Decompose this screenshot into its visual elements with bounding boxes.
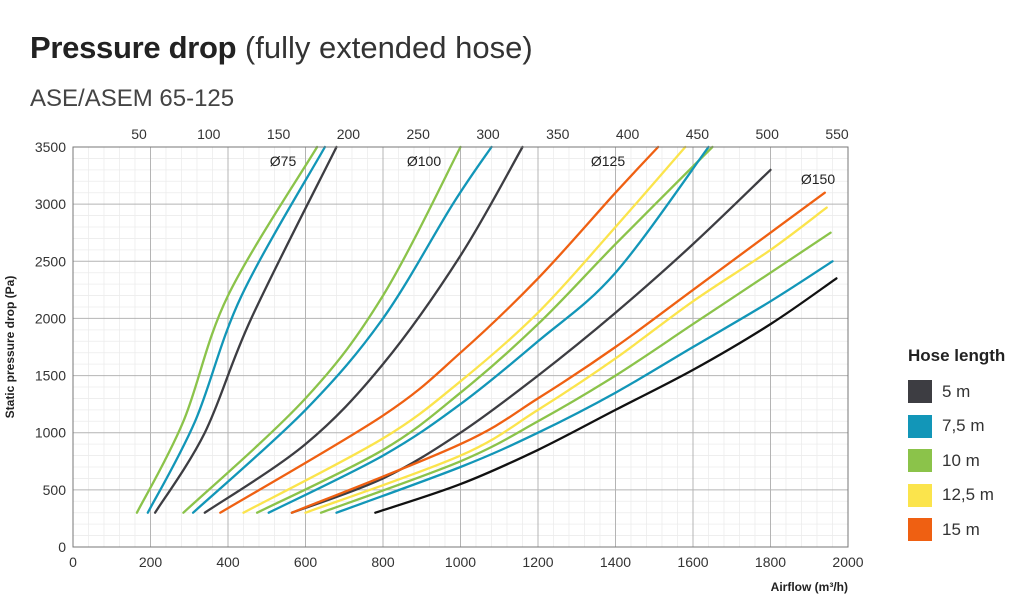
x-tick-label: 1000 [445,554,476,570]
series-line-150-10m [319,231,832,514]
series-line-150-15m [290,191,826,514]
series-line-100-10m [182,145,462,514]
x-tick-label: 400 [216,554,240,570]
legend-swatch [908,518,932,541]
series-line-125-125m [242,145,687,514]
secondary-x-tick-label: 550 [825,126,849,142]
x-tick-label: 1200 [522,554,553,570]
legend-item: 5 m [908,380,1005,403]
secondary-x-tick-label: 350 [546,126,570,142]
legend-label: 5 m [942,381,971,401]
legend-label: 15 m [942,519,980,539]
series-line-125-15m [219,145,660,514]
secondary-x-tick-label: 200 [337,126,361,142]
series-line-100-5m [203,145,524,514]
series-line-150-5m [374,277,838,514]
chart-subtitle: ASE/ASEM 65-125 [30,85,235,112]
x-tick-label: 1400 [600,554,631,570]
series-line-150-125m [304,206,828,514]
diameter-group-label: Ø75 [270,153,297,169]
x-tick-label: 2000 [832,554,863,570]
legend-label: 7,5 m [942,416,985,435]
legend-item: 12,5 m [908,483,1005,507]
y-tick-label: 3000 [35,196,66,212]
x-axis-ticks: 0 200 400 600 800 1000 1200 1400 1600 1800 2000 [69,554,864,570]
legend-label: 10 m [942,450,980,470]
series-line-150-75m [335,260,834,514]
legend-swatch [908,449,932,472]
y-tick-label: 0 [58,539,66,555]
x-tick-label: 1600 [677,554,708,570]
diameter-group-label: Ø125 [591,153,625,169]
diameter-group-label: Ø100 [407,153,441,169]
secondary-x-tick-label: 250 [407,126,431,142]
x-tick-label: 800 [371,554,395,570]
secondary-x-tick-label: 50 [131,126,147,142]
legend-swatch [908,483,932,507]
y-tick-label: 2000 [35,310,66,326]
x-axis-label: Airflow (m³/h) [771,580,848,594]
series-line-125-10m [255,145,714,514]
plot-frame [72,146,849,548]
y-tick-label: 1500 [35,368,66,384]
secondary-x-tick-label: 300 [476,126,500,142]
chart-title: Pressure drop (fully extended hose) [30,30,533,66]
y-tick-label: 2500 [35,253,66,269]
legend-item: 15 m [908,518,1005,541]
series-line-100-75m [191,145,493,514]
series-line-125-5m [290,168,772,514]
secondary-x-tick-label: 450 [686,126,710,142]
x-tick-label: 0 [69,554,77,570]
secondary-x-tick-label: 100 [197,126,221,142]
secondary-x-tick-label: 400 [616,126,640,142]
chart-title-bold: Pressure drop [30,30,237,65]
legend-item: 10 m [908,449,1005,472]
legend-label: 12,5 m [942,485,994,504]
series-layer [135,145,838,514]
diameter-group-label: Ø150 [801,171,835,187]
series-line-75-10m [135,145,319,514]
y-axis-ticks: 0 500 1000 1500 2000 2500 3000 3500 [35,139,66,555]
y-axis-label: Static pressure drop (Pa) [3,276,17,419]
chart-title-rest: (fully extended hose) [236,30,533,65]
y-tick-label: 3500 [35,139,66,155]
legend-swatch [908,414,932,438]
secondary-x-tick-label: 500 [756,126,780,142]
secondary-x-axis-ticks: 50 100 150 200 250 300 350 400 450 500 550 [131,126,849,142]
series-line-125-75m [267,145,710,514]
x-tick-label: 200 [139,554,163,570]
legend-item: 7,5 m [908,414,1005,438]
legend: Hose length 5 m 7,5 m 10 m 12,5 m 15 m [908,346,1005,553]
y-tick-label: 500 [43,482,67,498]
legend-items: 5 m 7,5 m 10 m 12,5 m 15 m [908,380,1005,541]
series-line-75-5m [153,145,338,514]
x-tick-label: 600 [294,554,318,570]
group-labels: Ø75 Ø100 Ø125 Ø150 [270,153,836,187]
legend-title: Hose length [908,346,1006,365]
y-tick-label: 1000 [35,425,66,441]
series-line-75-75m [146,145,327,514]
x-tick-label: 1800 [755,554,786,570]
legend-swatch [908,380,932,403]
secondary-x-tick-label: 150 [267,126,291,142]
